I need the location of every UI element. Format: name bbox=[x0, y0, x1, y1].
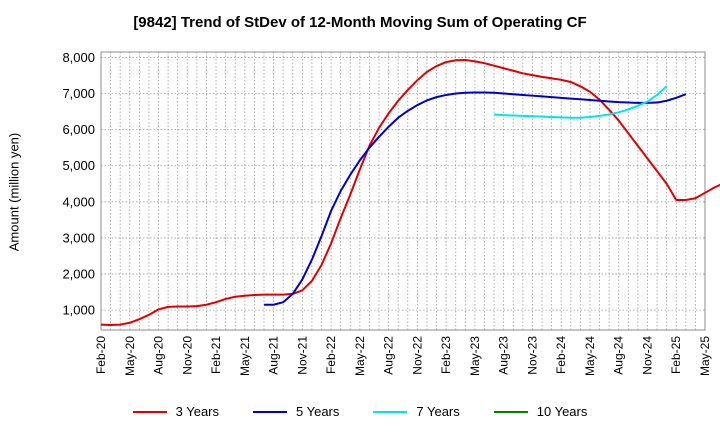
x-tick-label: Feb-22 bbox=[324, 336, 338, 374]
legend-label: 3 Years bbox=[175, 404, 219, 419]
x-tick-label: May-21 bbox=[238, 336, 252, 376]
legend-item: 5 Years bbox=[253, 404, 339, 419]
chart-title: [9842] Trend of StDev of 12-Month Moving… bbox=[133, 14, 587, 31]
legend-swatch bbox=[493, 410, 528, 413]
x-tick-label: Nov-24 bbox=[640, 336, 654, 375]
series-line-5-years bbox=[263, 91, 687, 306]
x-tick-label: May-20 bbox=[123, 336, 137, 376]
y-tick-label: 1,000 bbox=[62, 303, 95, 318]
x-tick-label: Nov-21 bbox=[295, 336, 309, 375]
x-tick-label: Aug-24 bbox=[612, 336, 626, 375]
x-tick-label: Nov-20 bbox=[180, 336, 194, 375]
legend-swatch bbox=[373, 410, 408, 413]
x-tick-label: May-23 bbox=[468, 336, 482, 376]
legend: 3 Years 5 Years 7 Years 10 Years bbox=[0, 404, 720, 419]
x-tick-label: Feb-24 bbox=[554, 336, 568, 374]
x-tick-label: May-25 bbox=[698, 336, 712, 376]
x-tick-label: May-24 bbox=[583, 336, 597, 376]
y-tick-label: 5,000 bbox=[62, 158, 95, 173]
y-tick-label: 2,000 bbox=[62, 267, 95, 282]
series-line-7-years bbox=[494, 85, 668, 119]
legend-label: 10 Years bbox=[536, 404, 588, 419]
y-tick-label: 6,000 bbox=[62, 122, 95, 137]
legend-item: 7 Years bbox=[373, 404, 460, 419]
legend-label: 7 Years bbox=[416, 404, 460, 419]
y-tick-label: 7,000 bbox=[62, 86, 95, 101]
x-tick-label: Feb-23 bbox=[439, 336, 453, 374]
legend-item: 10 Years bbox=[493, 404, 588, 419]
y-tick-label: 8,000 bbox=[62, 50, 95, 65]
x-tick-label: Aug-21 bbox=[267, 336, 281, 375]
x-tick-label: Aug-20 bbox=[152, 336, 166, 375]
x-tick-label: Feb-25 bbox=[669, 336, 683, 374]
plot-frame bbox=[100, 51, 706, 331]
x-tick-label: Aug-22 bbox=[382, 336, 396, 375]
x-tick-label: Nov-22 bbox=[410, 336, 424, 375]
x-tick-label: Nov-23 bbox=[525, 336, 539, 375]
x-tick-label: Feb-20 bbox=[94, 336, 108, 374]
legend-label: 5 Years bbox=[296, 404, 340, 419]
series-line-3-years bbox=[100, 58, 720, 326]
x-tick-label: Feb-21 bbox=[209, 336, 223, 374]
x-tick-label: May-22 bbox=[353, 336, 367, 376]
legend-swatch bbox=[253, 410, 287, 413]
x-tick-label: Aug-23 bbox=[497, 336, 511, 375]
y-tick-label: 4,000 bbox=[62, 194, 95, 209]
legend-item: 3 Years bbox=[132, 404, 219, 419]
legend-swatch bbox=[132, 410, 167, 413]
y-tick-label: 3,000 bbox=[62, 230, 95, 245]
